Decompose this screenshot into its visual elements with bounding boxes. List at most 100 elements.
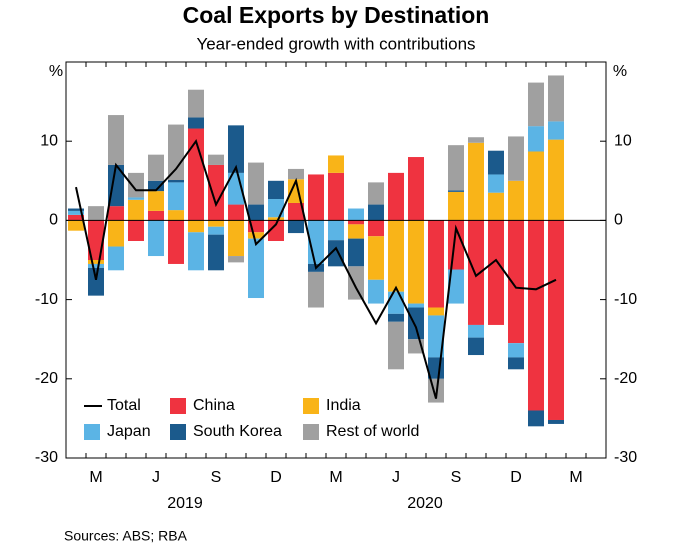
bar: [308, 174, 324, 221]
year-label: 2020: [407, 495, 443, 512]
bar: [348, 266, 364, 300]
y-tick-label: -10: [35, 291, 58, 308]
bar: [488, 150, 504, 175]
y-tick-label: 10: [40, 132, 58, 149]
y-unit: %: [49, 63, 63, 80]
bar: [208, 220, 224, 227]
source-note: Sources: ABS; RBA: [64, 528, 188, 544]
legend-swatch: [170, 398, 186, 414]
bar: [348, 238, 364, 267]
bar: [288, 168, 304, 180]
bar: [548, 139, 564, 221]
bar: [248, 238, 264, 299]
bar: [248, 204, 264, 221]
bar: [468, 324, 484, 338]
bar: [128, 220, 144, 241]
legend-label: South Korea: [193, 423, 282, 440]
bar: [508, 180, 524, 221]
bar: [228, 125, 244, 173]
bar: [68, 220, 84, 231]
legend-swatch: [84, 424, 100, 440]
y2-tick-label: 10: [614, 132, 632, 149]
legend-swatch: [303, 398, 319, 414]
bar: [508, 343, 524, 358]
bar: [348, 208, 364, 221]
bar: [388, 313, 404, 322]
bar: [368, 220, 384, 237]
bar: [548, 419, 564, 424]
bar: [468, 220, 484, 325]
bar: [328, 172, 344, 221]
bar: [548, 220, 564, 420]
bar: [428, 220, 444, 308]
bar: [468, 142, 484, 221]
bar: [168, 210, 184, 221]
bar: [208, 164, 224, 221]
bar: [488, 192, 504, 221]
bar: [388, 321, 404, 370]
bar: [188, 220, 204, 233]
x-tick-label: S: [211, 469, 222, 486]
bar: [288, 220, 304, 234]
bar: [468, 337, 484, 356]
bar: [148, 210, 164, 221]
y-tick-label: 0: [49, 212, 58, 229]
bar: [328, 240, 344, 267]
y2-unit: %: [613, 63, 627, 80]
bar: [508, 136, 524, 181]
bar: [408, 303, 424, 308]
bar: [548, 75, 564, 122]
bar: [208, 154, 224, 165]
bar: [108, 115, 124, 165]
bar: [208, 234, 224, 271]
bar: [408, 220, 424, 304]
bar: [148, 180, 164, 192]
bar: [448, 190, 464, 192]
legend-label: China: [193, 397, 235, 414]
legend-swatch: [303, 424, 319, 440]
bar: [268, 217, 284, 221]
bar: [248, 162, 264, 205]
x-tick-label: M: [569, 469, 582, 486]
total-line: [75, 138, 557, 399]
legend-label: Japan: [107, 423, 151, 440]
bar: [88, 263, 104, 268]
x-tick-label: D: [270, 469, 282, 486]
x-tick-label: S: [451, 469, 462, 486]
bar: [448, 145, 464, 191]
bar: [188, 232, 204, 271]
bar: [428, 315, 444, 358]
bar: [468, 137, 484, 143]
bar: [508, 220, 524, 344]
y-tick-label: -30: [35, 449, 58, 466]
bar: [528, 82, 544, 127]
y-tick-label: -20: [35, 370, 58, 387]
year-label: 2019: [167, 495, 203, 512]
bar: [208, 226, 224, 235]
bar: [388, 220, 404, 292]
bar: [268, 220, 284, 241]
bar: [288, 202, 304, 221]
bar: [108, 246, 124, 271]
bar: [508, 357, 524, 370]
bar: [488, 174, 504, 193]
bar: [388, 172, 404, 221]
bar: [248, 232, 264, 239]
x-tick-label: M: [89, 469, 102, 486]
bar: [268, 199, 284, 218]
bar: [268, 180, 284, 200]
bar: [408, 307, 424, 340]
bar: [108, 220, 124, 247]
bar: [168, 180, 184, 183]
legend-label: Rest of world: [326, 423, 419, 440]
bar: [448, 191, 464, 221]
bar: [148, 154, 164, 181]
chart-title: Coal Exports by Destination: [183, 2, 490, 28]
bar: [108, 206, 124, 221]
bar: [168, 124, 184, 181]
x-tick-label: D: [510, 469, 522, 486]
y2-tick-label: -20: [614, 370, 637, 387]
bar: [168, 220, 184, 264]
bar: [348, 224, 364, 239]
x-tick-label: J: [392, 469, 400, 486]
